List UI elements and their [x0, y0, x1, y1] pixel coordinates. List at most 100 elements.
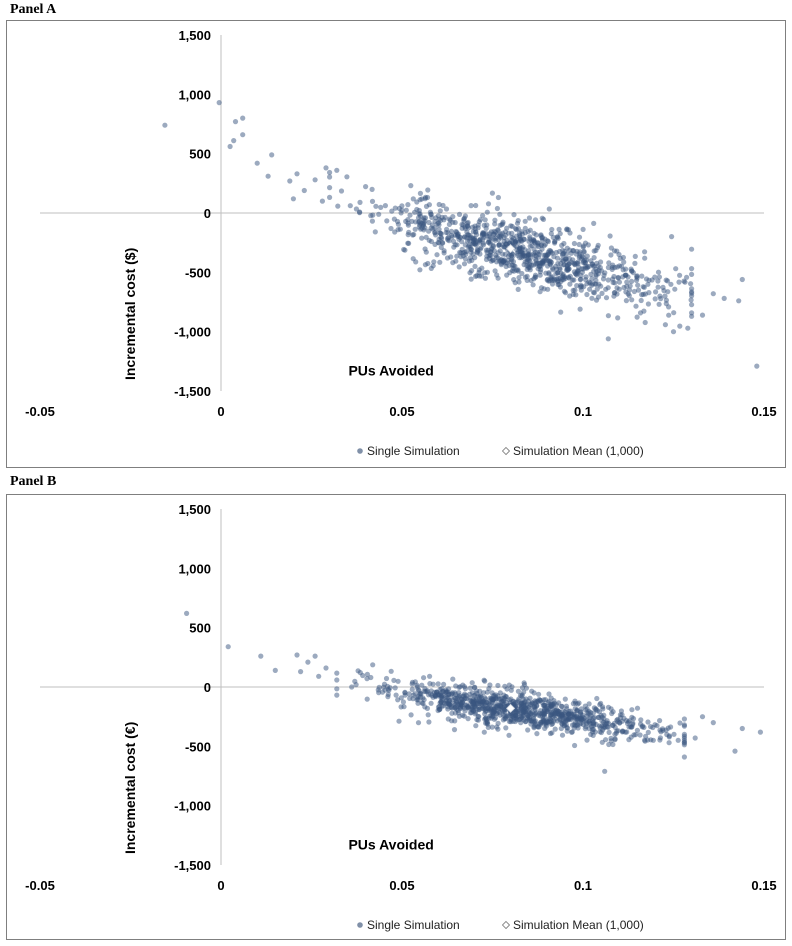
simulation-point	[605, 336, 611, 342]
simulation-point	[443, 206, 450, 212]
simulation-point	[616, 279, 623, 285]
simulation-point	[504, 225, 510, 231]
simulation-point	[662, 322, 669, 328]
simulation-point	[487, 682, 493, 688]
simulation-point	[564, 251, 570, 257]
simulation-point	[451, 727, 458, 733]
panel-a-y-tick-label: 1,500	[178, 28, 211, 43]
simulation-point	[590, 732, 596, 738]
simulation-point	[357, 210, 363, 216]
simulation-point	[634, 314, 640, 320]
simulation-point	[369, 198, 376, 204]
simulation-point	[634, 274, 640, 280]
simulation-point	[482, 711, 488, 717]
simulation-point	[509, 230, 515, 236]
simulation-point	[582, 703, 588, 709]
simulation-point	[481, 677, 487, 683]
simulation-point	[522, 719, 529, 725]
simulation-point	[492, 268, 498, 274]
simulation-point	[461, 261, 468, 267]
simulation-point	[699, 312, 706, 318]
simulation-point	[428, 211, 434, 218]
simulation-point	[446, 698, 452, 704]
simulation-point	[334, 677, 340, 683]
simulation-point	[473, 723, 479, 729]
simulation-point	[428, 238, 434, 245]
simulation-point	[658, 729, 664, 735]
legend-single-simulation-label: Single Simulation	[367, 444, 460, 458]
simulation-point	[526, 215, 533, 221]
simulation-point	[437, 208, 443, 214]
simulation-point	[272, 667, 278, 673]
simulation-point	[490, 231, 497, 237]
simulation-point	[423, 234, 429, 240]
simulation-point	[537, 289, 543, 295]
simulation-point	[645, 719, 651, 725]
simulation-point	[476, 269, 482, 276]
simulation-point	[467, 270, 473, 276]
simulation-point	[408, 712, 414, 718]
simulation-point	[557, 231, 563, 237]
simulation-point	[665, 725, 671, 731]
simulation-point	[489, 724, 495, 730]
simulation-point	[605, 313, 612, 319]
simulation-point	[452, 219, 458, 226]
simulation-point	[444, 704, 451, 710]
simulation-point	[450, 260, 456, 266]
simulation-point	[319, 198, 325, 204]
simulation-point	[593, 277, 599, 283]
simulation-point	[514, 220, 521, 226]
simulation-point	[671, 731, 677, 737]
simulation-point	[591, 248, 597, 254]
simulation-point	[482, 706, 488, 712]
simulation-point	[396, 205, 402, 212]
simulation-point	[677, 272, 683, 278]
simulation-point	[395, 227, 401, 233]
simulation-point	[432, 229, 438, 235]
simulation-point	[689, 302, 695, 308]
simulation-point	[452, 710, 458, 716]
simulation-point	[503, 725, 509, 731]
simulation-point	[523, 696, 529, 702]
simulation-point	[591, 263, 597, 269]
simulation-point	[587, 714, 593, 720]
panel-b-legend: Single Simulation Simulation Mean (1,000)	[357, 918, 644, 932]
simulation-point	[410, 692, 416, 698]
simulation-point	[629, 268, 635, 274]
simulation-point	[634, 727, 641, 733]
simulation-point	[537, 272, 543, 278]
simulation-point	[685, 325, 691, 331]
simulation-point	[465, 716, 471, 722]
panel-b-x-tick-label: 0	[217, 878, 224, 893]
panel-a-plot: 1,500 1,000 500 0 -500 -1,000 -1,500 -0.05 0 0.05…	[25, 28, 776, 458]
simulation-point	[407, 695, 413, 701]
simulation-point	[240, 132, 246, 138]
simulation-point	[549, 226, 555, 233]
simulation-point	[312, 177, 318, 183]
simulation-point	[736, 298, 742, 304]
panel-b-y-tick-label: -1,500	[174, 858, 211, 873]
simulation-point	[591, 220, 597, 226]
simulation-point	[561, 262, 567, 268]
simulation-point	[561, 711, 567, 717]
simulation-point	[450, 676, 456, 682]
simulation-point	[543, 255, 549, 261]
simulation-point	[628, 734, 634, 740]
simulation-point	[525, 727, 531, 733]
simulation-point	[458, 254, 464, 260]
panel-b-label: Panel B	[10, 474, 57, 489]
simulation-point	[597, 729, 603, 735]
simulation-point	[446, 221, 452, 227]
simulation-point	[666, 740, 672, 746]
simulation-point	[357, 199, 363, 205]
simulation-point	[480, 698, 486, 704]
simulation-point	[425, 187, 431, 193]
simulation-point	[412, 209, 418, 215]
simulation-point	[588, 271, 594, 277]
simulation-point	[552, 238, 558, 244]
simulation-point	[392, 685, 398, 691]
simulation-point	[655, 269, 662, 275]
simulation-point	[612, 736, 618, 742]
simulation-point	[547, 261, 554, 267]
simulation-point	[344, 174, 350, 180]
